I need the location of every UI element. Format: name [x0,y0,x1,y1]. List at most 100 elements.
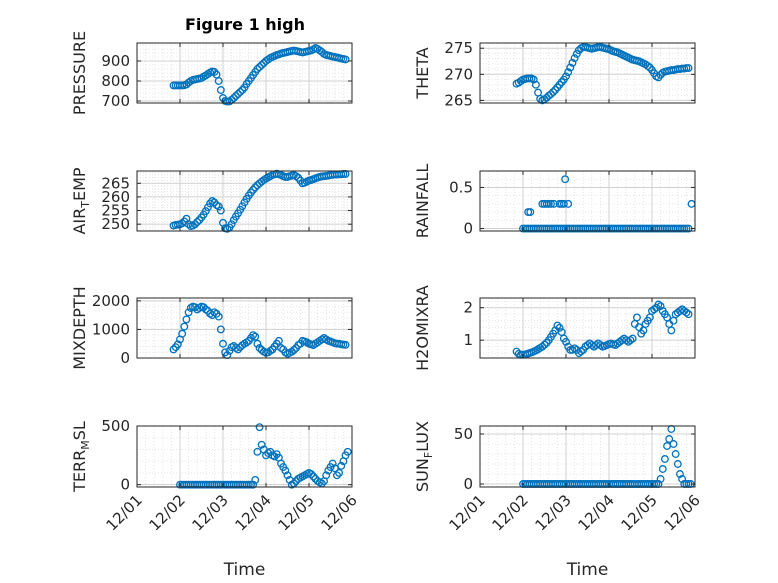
y-tick-label: 260 [101,188,130,206]
data-point [328,459,337,468]
data-point [251,332,260,341]
x-tick-label: 12/04 [575,491,618,534]
data-point [255,423,264,432]
subplot-6: 1 2 H2OMIXRA [413,285,696,371]
data-point [309,472,318,481]
subplot-1: 700 800 900 PRESSURE [70,31,353,115]
data-point [214,202,223,211]
y-axis-label: TERRMSL [70,421,92,493]
data-point [184,308,193,317]
data-point [253,65,262,73]
data-point [553,321,562,330]
data-point [577,347,585,356]
data-point [566,63,575,72]
y-tick-label: 0 [463,475,473,493]
y-axis-label: SUNFLUX [413,421,435,492]
data-point [658,465,667,473]
data-point [663,442,671,450]
series-points [519,175,696,233]
x-tick-label: 12/02 [489,491,532,534]
y-axis-label: MIXDEPTH [70,286,89,369]
data-point [626,336,635,345]
axes-box [479,42,696,104]
data-point [251,183,260,192]
data-point [341,340,350,349]
data-point [538,342,547,351]
x-tick-label: 12/06 [661,491,704,534]
data-point [234,345,242,354]
x-tick-label: 12/04 [232,491,275,534]
series-points [169,44,350,106]
axes-box [479,170,696,232]
data-point [667,326,676,335]
data-point [193,218,202,226]
data-point [562,337,570,346]
subplot-7: 0 500 TERRMSL 12/01 12/02 12/03 12/04 12/05 12/0… [70,417,361,580]
data-point [203,203,212,212]
data-point [684,310,693,319]
data-point [216,325,225,334]
y-tick-label: 0 [120,476,130,494]
y-tick-label: 265 [444,91,473,109]
data-point [281,466,290,475]
axes-box [136,425,353,488]
data-point [654,300,663,309]
data-point [671,450,680,458]
data-point [673,460,682,468]
data-point [290,346,298,354]
series-points [169,302,350,360]
x-tick-label: 12/03 [189,491,232,534]
series-points [169,169,350,233]
data-point [650,305,659,314]
y-axis-label: RAINFALL [413,164,432,239]
y-tick-label: 1000 [92,320,130,338]
data-point [191,220,199,229]
data-point [570,344,579,353]
data-point [182,315,191,324]
y-tick-label: 500 [101,417,130,435]
x-tick-label: 12/02 [146,491,189,534]
data-point [292,172,301,181]
data-point [678,475,687,483]
axes-box [479,425,696,488]
data-point [656,302,665,311]
y-axis-label: THETA [413,47,432,99]
y-tick-label: 265 [101,174,130,192]
x-tick-label: 12/05 [618,491,661,534]
y-tick-label: 1 [463,331,473,349]
data-point [255,63,264,71]
data-point [555,323,564,332]
data-point [633,313,641,322]
y-tick-label: 2 [463,299,473,317]
data-point [216,206,225,215]
y-tick-label: 800 [101,72,130,90]
data-point [214,312,223,321]
series-points [512,300,693,359]
data-point [238,202,247,211]
data-point [628,334,637,343]
y-tick-label: 700 [101,92,130,110]
data-point [547,90,555,99]
data-point [656,475,665,483]
data-point [216,86,225,94]
y-axis-label: PRESSURE [70,31,89,115]
axes-box [136,42,353,104]
x-tick-label: 12/01 [103,491,146,534]
figure-title: Figure 1 high [185,15,305,34]
series-points [176,423,352,489]
data-point [173,340,182,349]
series-points [512,43,693,105]
data-point [322,471,331,480]
data-point [550,199,558,208]
data-point [249,480,258,489]
data-point [531,80,540,89]
subplot-2: 265 270 275 THETA [413,39,696,109]
data-point [227,220,236,229]
data-point [547,199,555,208]
y-tick-label: 270 [444,65,473,83]
data-point [333,471,341,480]
data-point [253,339,262,348]
